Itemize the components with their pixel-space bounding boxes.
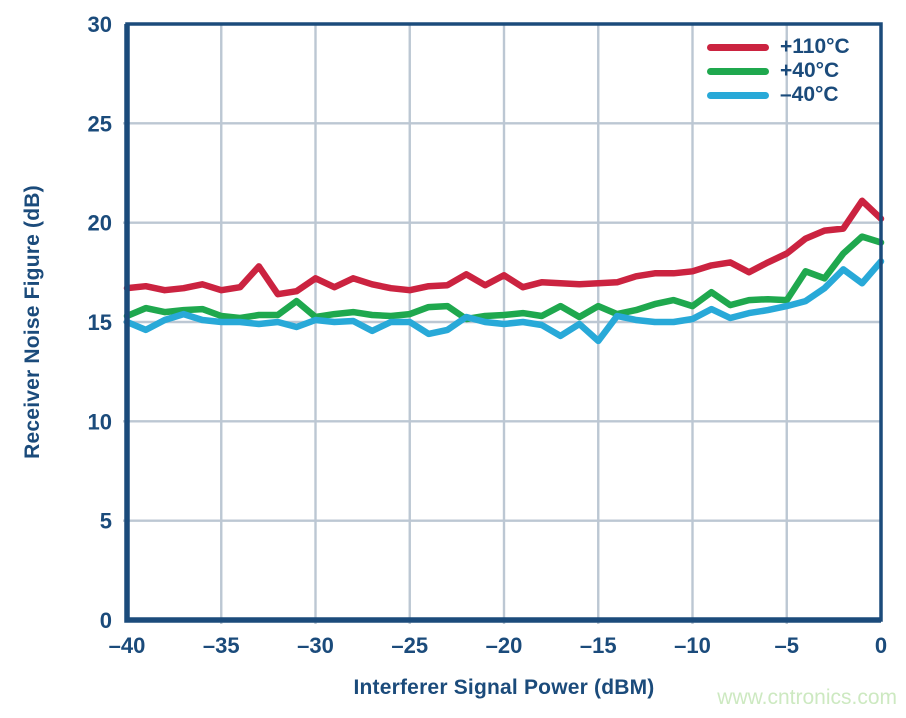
series-line-plus110c [123, 197, 885, 298]
y-tick-label: 20 [88, 211, 112, 236]
x-tick-label: 0 [875, 633, 887, 658]
x-tick-label: –20 [486, 633, 523, 658]
legend-label-110c: +110°C [780, 35, 850, 58]
legend-item-plus40c: +40°C [707, 59, 850, 82]
legend-item-minus40c: –40°C [707, 83, 850, 106]
y-tick-label: 5 [100, 509, 112, 534]
x-axis-title: Interferer Signal Power (dBM) [353, 676, 655, 699]
y-tick-label: 25 [88, 111, 112, 136]
legend-swatch-110c [707, 43, 769, 51]
y-tick-label: 15 [88, 310, 112, 335]
series-line-minus40c [123, 258, 885, 345]
x-tick-label: –30 [297, 633, 334, 658]
legend-swatch-minus40c [707, 91, 769, 99]
gridlines [123, 24, 881, 624]
x-tick-label: –5 [775, 633, 799, 658]
legend-item-110c: +110°C [707, 35, 850, 58]
x-tick-label: –10 [674, 633, 711, 658]
y-axis-title: Receiver Noise Figure (dB) [21, 185, 44, 459]
legend-label-minus40c: –40°C [780, 83, 839, 106]
legend-label-plus40c: +40°C [780, 59, 840, 82]
y-tick-label: 10 [88, 409, 112, 434]
x-tick-label: –25 [391, 633, 428, 658]
axis-lines [124, 24, 881, 623]
tick-labels: 0 5 10 15 20 25 30 –40 –35 –30 –25 –20 –15 –10 –5 0 [88, 12, 888, 658]
y-tick-label: 30 [88, 12, 112, 37]
x-tick-label: –35 [203, 633, 240, 658]
x-tick-label: –40 [109, 633, 146, 658]
plot-frame [124, 22, 883, 623]
x-tick-label: –15 [580, 633, 617, 658]
legend: +110°C +40°C –40°C [707, 35, 850, 106]
data-series [123, 197, 885, 345]
watermark: www.cntronics.com [717, 686, 897, 709]
series-line-plus40c [123, 233, 885, 323]
y-tick-label: 0 [100, 608, 112, 633]
legend-swatch-plus40c [707, 67, 769, 75]
